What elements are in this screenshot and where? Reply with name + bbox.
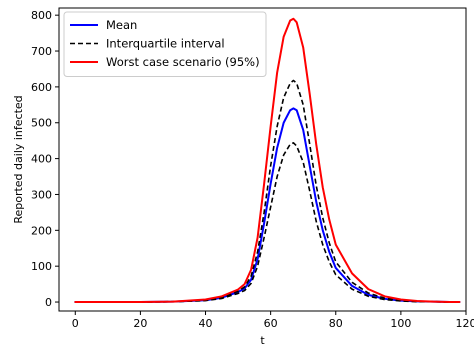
y-tick-label: 700 [31, 45, 52, 58]
plot-area [58, 7, 467, 312]
legend-label: Mean [106, 18, 137, 32]
legend-box [63, 11, 267, 77]
x-tick-label: 100 [390, 317, 411, 330]
y-tick-label: 500 [31, 117, 52, 130]
legend: Mean Interquartile interval Worst case sce… [63, 11, 267, 77]
y-tick-label: 400 [31, 153, 52, 166]
x-tick-label: 20 [133, 317, 147, 330]
y-tick-label: 300 [31, 188, 52, 201]
x-tick-label: 120 [456, 317, 474, 330]
y-tick-label: 600 [31, 81, 52, 94]
series-line-1 [74, 107, 461, 304]
x-axis-ticks: 0 20 40 60 80 100 120 [72, 311, 474, 330]
x-tick-label: 40 [199, 317, 213, 330]
y-tick-label: 100 [31, 260, 52, 273]
series-line-3 [75, 142, 460, 303]
axes-frame [58, 7, 467, 312]
x-axis-label: t [260, 334, 265, 347]
legend-label: Interquartile interval [106, 37, 225, 51]
x-tick-label: 0 [72, 317, 79, 330]
y-axis-label: Reported daily infected [12, 95, 25, 223]
x-tick-label: 60 [264, 317, 278, 330]
series-line-2 [75, 79, 460, 303]
x-tick-label: 80 [329, 317, 343, 330]
legend-label: Worst case scenario (95%) [106, 55, 260, 69]
y-tick-label: 800 [31, 9, 52, 22]
y-tick-label: 200 [31, 224, 52, 237]
y-tick-label: 0 [45, 296, 52, 309]
series-line-4 [74, 17, 461, 304]
y-axis-ticks: 0 100 200 300 400 500 600 700 800 [31, 9, 59, 309]
